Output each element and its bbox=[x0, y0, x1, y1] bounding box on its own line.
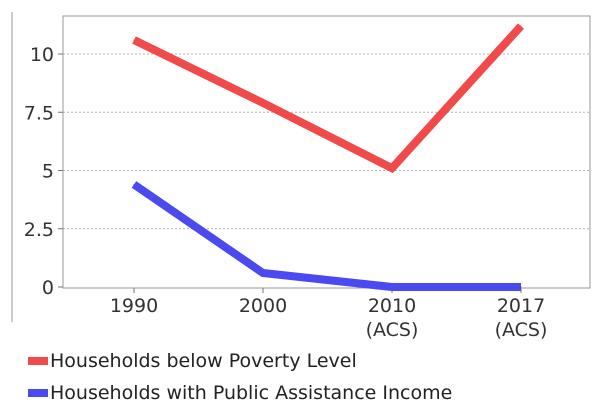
data-point bbox=[262, 102, 264, 104]
data-point bbox=[520, 286, 522, 288]
series-lines bbox=[131, 23, 524, 291]
legend-swatch-public-assistance bbox=[28, 389, 48, 397]
line-chart: 02.557.510 1990 2000 2010(ACS)2017(ACS) bbox=[11, 12, 591, 341]
legend-swatch-poverty bbox=[28, 357, 48, 365]
legend-label-public-assistance: Households with Public Assistance Income bbox=[50, 382, 453, 404]
legend-item-public-assistance: Households with Public Assistance Income bbox=[28, 382, 452, 404]
x-tick-label: (ACS) bbox=[495, 319, 548, 341]
data-point bbox=[391, 286, 393, 288]
y-tick-label: 5 bbox=[42, 161, 54, 183]
y-tick-label: 10 bbox=[30, 44, 54, 66]
x-axis: 1990 2000 2010(ACS)2017(ACS) bbox=[110, 288, 548, 341]
x-tick-label: 2017 bbox=[497, 295, 545, 317]
legend-item-poverty: Households below Poverty Level bbox=[28, 350, 357, 372]
data-point bbox=[391, 167, 393, 169]
data-point bbox=[133, 39, 135, 41]
data-point bbox=[133, 183, 135, 185]
series-line-0 bbox=[132, 23, 524, 174]
x-tick-label: 1990 bbox=[110, 295, 158, 317]
y-axis: 0 2.5 5 7.5 10 bbox=[24, 44, 63, 299]
legend-label-poverty: Households below Poverty Level bbox=[50, 350, 357, 372]
data-point bbox=[520, 25, 522, 27]
x-tick-label: 2010 bbox=[368, 295, 416, 317]
series-line-1 bbox=[131, 181, 521, 291]
x-tick-label: (ACS) bbox=[366, 319, 419, 341]
x-tick-label: 2000 bbox=[239, 295, 287, 317]
data-point bbox=[262, 272, 264, 274]
y-tick-label: 7.5 bbox=[24, 102, 54, 124]
plot-area bbox=[62, 15, 591, 289]
y-tick-label: 2.5 bbox=[24, 219, 54, 241]
y-tick-label: 0 bbox=[42, 277, 54, 299]
